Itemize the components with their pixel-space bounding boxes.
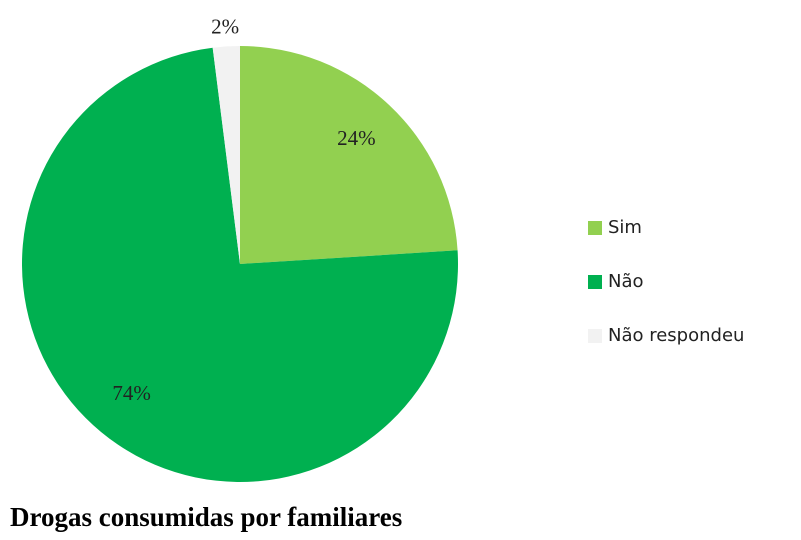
data-label: 74% [112, 381, 151, 405]
legend-label: Não [608, 271, 644, 292]
pie-slice [212, 46, 240, 264]
legend-label: Não respondeu [608, 325, 744, 346]
chart-title: Drogas consumidas por familiares [10, 502, 402, 532]
pie-slice [21, 47, 459, 483]
legend-label: Sim [608, 217, 642, 238]
data-label: 24% [337, 126, 376, 150]
pie-slice [240, 46, 458, 264]
legend-swatch [588, 275, 602, 289]
legend-swatch [588, 221, 602, 235]
data-label: 2% [211, 14, 239, 38]
legend-swatch [588, 329, 602, 343]
